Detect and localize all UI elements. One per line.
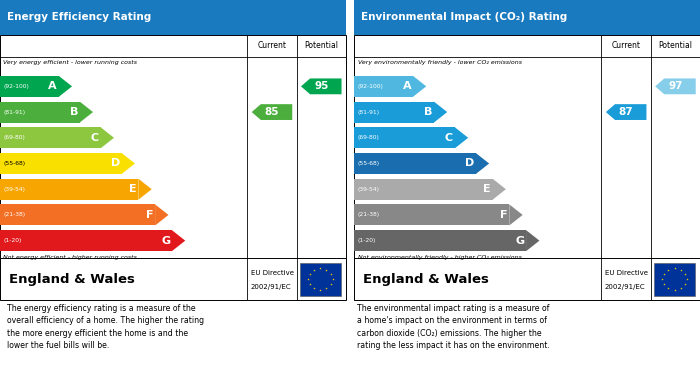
Text: 85: 85: [265, 107, 279, 117]
Text: 2002/91/EC: 2002/91/EC: [605, 283, 645, 290]
Bar: [654, 262, 695, 296]
Bar: [354, 153, 476, 174]
Polygon shape: [301, 79, 342, 94]
Text: EU Directive: EU Directive: [251, 270, 294, 276]
Text: (92-100): (92-100): [358, 84, 384, 89]
Bar: [354, 258, 700, 300]
Polygon shape: [252, 104, 292, 120]
Text: D: D: [111, 158, 120, 169]
Text: (69-80): (69-80): [4, 135, 25, 140]
Polygon shape: [155, 204, 169, 226]
Text: (21-38): (21-38): [4, 212, 26, 217]
Bar: [0, 179, 139, 200]
Text: C: C: [91, 133, 99, 143]
Bar: [0, 127, 101, 148]
Text: (81-91): (81-91): [4, 109, 26, 115]
Text: Environmental Impact (CO₂) Rating: Environmental Impact (CO₂) Rating: [361, 12, 568, 22]
Bar: [354, 0, 700, 34]
Text: (69-80): (69-80): [358, 135, 379, 140]
Text: (1-20): (1-20): [358, 238, 376, 243]
Text: 87: 87: [619, 107, 634, 117]
Bar: [354, 76, 413, 97]
Text: (39-54): (39-54): [358, 187, 379, 192]
Polygon shape: [59, 76, 72, 97]
Polygon shape: [172, 230, 186, 251]
Polygon shape: [455, 127, 468, 148]
Bar: [354, 179, 493, 200]
Text: A: A: [402, 81, 411, 91]
Bar: [0, 230, 172, 251]
Text: (81-91): (81-91): [358, 109, 380, 115]
Text: (39-54): (39-54): [4, 187, 25, 192]
Bar: [0, 204, 155, 226]
Text: F: F: [500, 210, 507, 220]
Text: F: F: [146, 210, 153, 220]
Bar: [354, 230, 526, 251]
Text: C: C: [445, 133, 453, 143]
Text: (55-68): (55-68): [4, 161, 26, 166]
Text: Not environmentally friendly - higher CO₂ emissions: Not environmentally friendly - higher CO…: [358, 255, 522, 260]
Text: Current: Current: [612, 41, 640, 50]
Text: Very environmentally friendly - lower CO₂ emissions: Very environmentally friendly - lower CO…: [358, 60, 522, 65]
Polygon shape: [526, 230, 540, 251]
Text: (92-100): (92-100): [4, 84, 29, 89]
Bar: [354, 102, 434, 123]
Text: 97: 97: [668, 81, 682, 91]
Polygon shape: [413, 76, 426, 97]
Bar: [0, 102, 80, 123]
Text: E: E: [483, 184, 491, 194]
Text: Current: Current: [258, 41, 286, 50]
Text: B: B: [424, 107, 432, 117]
Bar: [354, 127, 455, 148]
Bar: [0, 153, 122, 174]
Bar: [0, 76, 59, 97]
Polygon shape: [493, 179, 506, 200]
Text: G: G: [515, 236, 524, 246]
Text: The environmental impact rating is a measure of
a home's impact on the environme: The environmental impact rating is a mea…: [357, 304, 550, 350]
Bar: [300, 262, 341, 296]
Text: 2002/91/EC: 2002/91/EC: [251, 283, 291, 290]
Bar: [0, 34, 346, 300]
Text: Not energy efficient - higher running costs: Not energy efficient - higher running co…: [4, 255, 137, 260]
Text: (1-20): (1-20): [4, 238, 22, 243]
Text: England & Wales: England & Wales: [363, 273, 489, 285]
Bar: [354, 204, 510, 226]
Text: Potential: Potential: [659, 41, 692, 50]
Polygon shape: [434, 102, 447, 123]
Polygon shape: [101, 127, 114, 148]
Text: England & Wales: England & Wales: [8, 273, 134, 285]
Polygon shape: [80, 102, 93, 123]
Text: Very energy efficient - lower running costs: Very energy efficient - lower running co…: [4, 60, 137, 65]
Text: E: E: [129, 184, 137, 194]
Text: D: D: [465, 158, 474, 169]
Polygon shape: [655, 79, 696, 94]
Text: (55-68): (55-68): [358, 161, 380, 166]
Polygon shape: [606, 104, 646, 120]
Polygon shape: [139, 179, 152, 200]
Text: Energy Efficiency Rating: Energy Efficiency Rating: [7, 12, 151, 22]
Text: EU Directive: EU Directive: [605, 270, 648, 276]
Text: Potential: Potential: [304, 41, 338, 50]
Text: (21-38): (21-38): [358, 212, 380, 217]
Polygon shape: [476, 153, 489, 174]
Bar: [0, 258, 346, 300]
Text: A: A: [48, 81, 57, 91]
Text: The energy efficiency rating is a measure of the
overall efficiency of a home. T: The energy efficiency rating is a measur…: [7, 304, 204, 350]
Bar: [0, 0, 346, 34]
Text: 95: 95: [314, 81, 328, 91]
Polygon shape: [122, 153, 135, 174]
Polygon shape: [510, 204, 523, 226]
Bar: [354, 34, 700, 300]
Text: B: B: [69, 107, 78, 117]
Text: G: G: [161, 236, 170, 246]
